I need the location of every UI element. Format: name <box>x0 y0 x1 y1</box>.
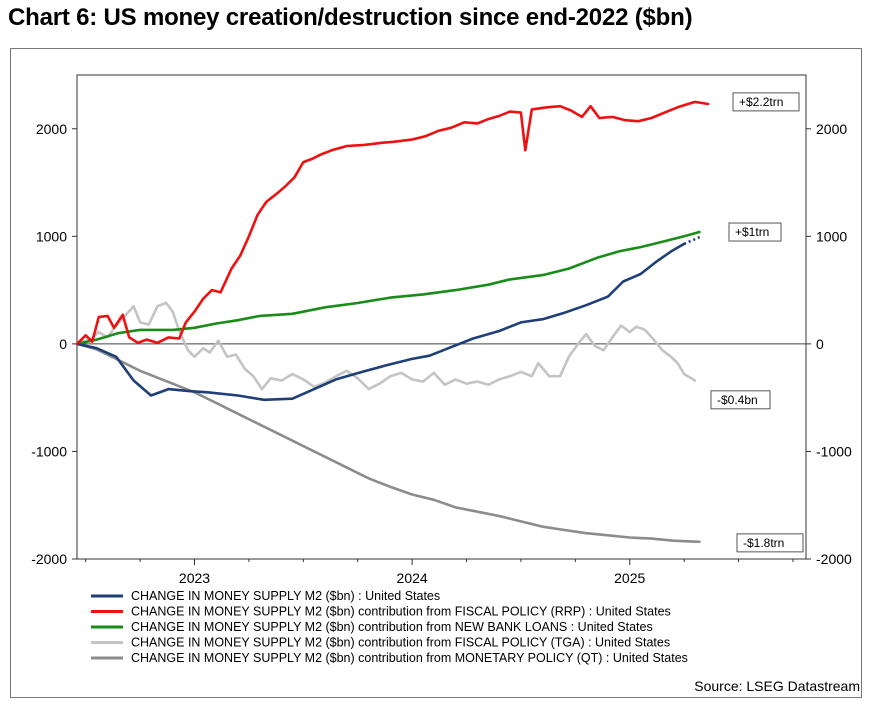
legend-label-5: CHANGE IN MONEY SUPPLY M2 ($bn) contribu… <box>131 651 688 665</box>
annotation-label: -$1.8trn <box>743 536 784 550</box>
legend-label-4: CHANGE IN MONEY SUPPLY M2 ($bn) contribu… <box>131 636 670 650</box>
y-tick-label-left: 1000 <box>36 228 67 244</box>
annotation-box <box>736 533 804 553</box>
series-line-4 <box>75 301 697 391</box>
plot-area-border <box>76 74 807 560</box>
axes: -2000 -2000 -1000 -1000 0 0 1000 1000 2000 2000 20… <box>31 74 852 586</box>
annotation-label: -$0.4bn <box>717 393 758 407</box>
annotation-label: +$2.2trn <box>739 95 783 109</box>
legend-label-3: CHANGE IN MONEY SUPPLY M2 ($bn) contribu… <box>131 620 653 634</box>
x-tick-label: 2023 <box>179 570 210 586</box>
legend-label-2: CHANGE IN MONEY SUPPLY M2 ($bn) contribu… <box>131 605 671 619</box>
series-line-5 <box>75 342 701 544</box>
annotation-callout: +$1trn <box>728 222 782 242</box>
y-tick-label-right: -2000 <box>816 551 852 567</box>
line-chart: -2000 -2000 -1000 -1000 0 0 1000 1000 2000 2000 20… <box>31 74 852 665</box>
y-tick-label-left: -2000 <box>31 551 67 567</box>
chart-frame: -2000 -2000 -1000 -1000 0 0 1000 1000 2000 2000 20… <box>10 48 862 698</box>
series-line-1 <box>75 242 686 402</box>
y-tick-label-left: 2000 <box>36 121 67 137</box>
series-line-1-dotted <box>683 235 703 246</box>
legend: CHANGE IN MONEY SUPPLY M2 ($bn) : United… <box>91 589 688 665</box>
annotation-box <box>710 390 771 410</box>
y-tick-label-right: 2000 <box>816 121 847 137</box>
x-tick-label: 2025 <box>614 570 645 586</box>
legend-label-1: CHANGE IN MONEY SUPPLY M2 ($bn) : United… <box>131 589 440 603</box>
y-tick-label-left: 0 <box>59 336 67 352</box>
y-tick-label-right: 0 <box>816 336 824 352</box>
y-tick-label-left: -1000 <box>31 443 67 459</box>
source-note: Source: LSEG Datastream <box>694 678 860 694</box>
annotation-callout: -$0.4bn <box>710 390 771 410</box>
annotation-box <box>728 222 782 242</box>
series-line-2 <box>75 100 710 346</box>
y-tick-label-right: 1000 <box>816 228 847 244</box>
annotation-layer: +$2.2trn +$1trn -$0.4bn -$1.8trn <box>710 92 804 553</box>
x-tick-label: 2024 <box>397 570 428 586</box>
chart-title: Chart 6: US money creation/destruction s… <box>8 4 693 31</box>
y-tick-label-right: -1000 <box>816 443 852 459</box>
annotation-box <box>732 92 800 112</box>
annotation-callout: +$2.2trn <box>732 92 800 112</box>
annotation-callout: -$1.8trn <box>736 533 804 553</box>
series-line-3 <box>75 230 701 346</box>
annotation-label: +$1trn <box>735 225 769 239</box>
series-layer <box>75 100 710 544</box>
